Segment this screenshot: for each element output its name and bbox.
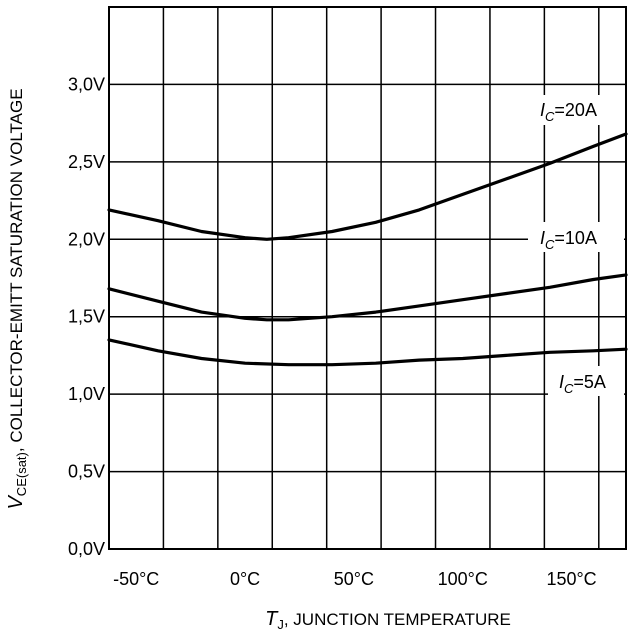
series-line-10A (107, 273, 628, 322)
y-tick-label: 0,5V (68, 462, 105, 482)
series-label-10A: IC=10A (540, 228, 597, 252)
series-label-value: =20A (554, 100, 597, 120)
x-tick-label: 0°C (230, 569, 260, 589)
y-tick-label: 1,5V (68, 307, 105, 327)
x-tick-label: 50°C (334, 569, 374, 589)
series-label-5A: IC=5A (559, 372, 606, 396)
plot-frame (108, 6, 627, 550)
series-line-5A (107, 338, 628, 367)
x-axis-symbol: T (265, 608, 279, 630)
y-axis-text: , COLLECTOR-EMITT SATURATION VOLTAGE (7, 88, 26, 452)
series-label-background (548, 366, 624, 396)
y-tick-label: 3,0V (68, 74, 105, 94)
y-tick-label: 2,5V (68, 152, 105, 172)
x-tick-label: 150°C (546, 569, 596, 589)
series-label-symbol: I (559, 372, 564, 392)
y-tick-label: 1,0V (68, 384, 105, 404)
series-label-background (528, 222, 624, 252)
y-axis-title: VCE(sat), COLLECTOR-EMITT SATURATION VOL… (5, 88, 29, 509)
series-lines (107, 132, 628, 367)
x-tick-label: -50°C (113, 569, 159, 589)
series-label-subscript: C (545, 237, 555, 252)
series-label-subscript: C (545, 109, 555, 124)
grid (108, 7, 626, 549)
series-label-background (528, 95, 624, 125)
y-tick-label: 2,0V (68, 229, 105, 249)
x-axis-title: TJ, JUNCTION TEMPERATURE (265, 608, 511, 632)
x-tick-labels: -50°C 0°C 50°C 100°C 150°C (113, 569, 597, 589)
series-label-subscript: C (564, 381, 574, 396)
y-tick-label: 0,0V (68, 539, 105, 559)
series-line-20A (107, 132, 628, 241)
y-axis-symbol: V (5, 495, 27, 510)
series-label-value: =10A (554, 228, 597, 248)
series-label-20A: IC=20A (540, 100, 597, 124)
x-axis-text: , JUNCTION TEMPERATURE (284, 610, 511, 629)
x-axis-subscript: J (277, 617, 284, 632)
y-axis-subscript: CE(sat) (14, 452, 29, 496)
series-label-symbol: I (540, 100, 545, 120)
series-label-symbol: I (540, 228, 545, 248)
x-tick-label: 100°C (438, 569, 488, 589)
y-tick-labels: 0,0V 0,5V 1,0V 1,5V 2,0V 2,5V 3,0V (68, 74, 105, 559)
series-label-value: =5A (573, 372, 606, 392)
